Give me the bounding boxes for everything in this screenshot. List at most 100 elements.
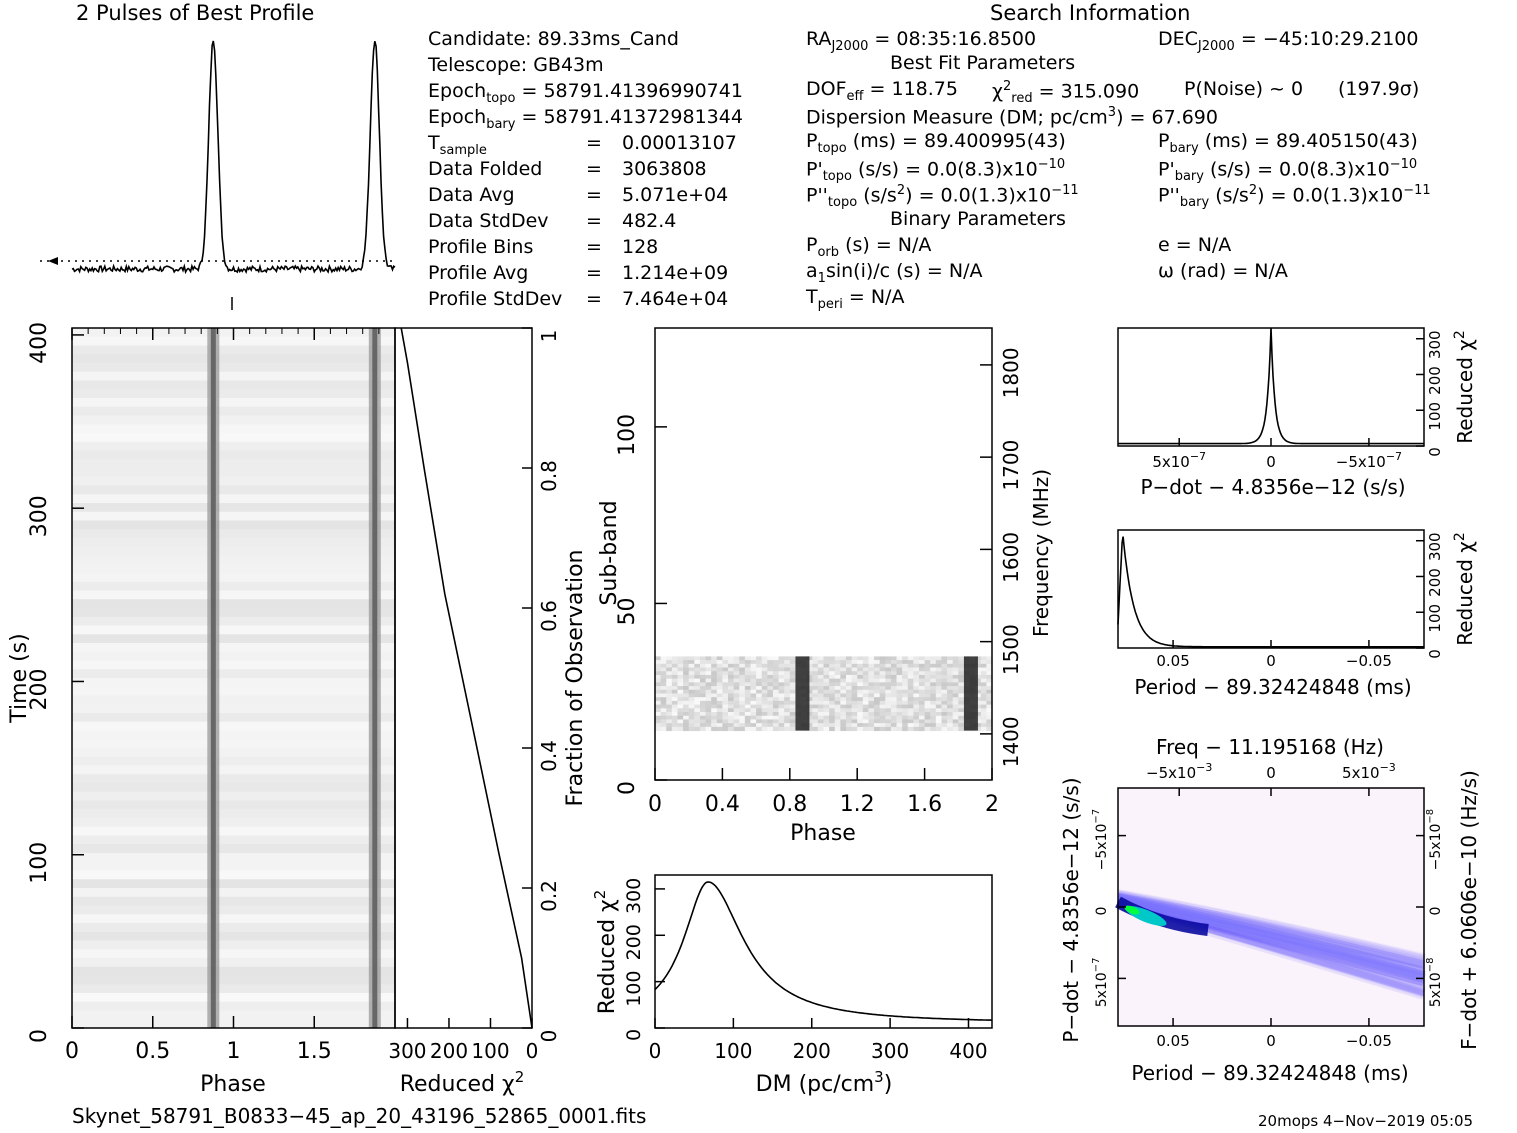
heat-cell [935, 708, 942, 713]
heat-cell [677, 693, 684, 698]
heat-cell [857, 719, 864, 724]
heat-cell [941, 700, 948, 706]
x-tick-label: 0 [648, 792, 662, 817]
heat-cell [958, 656, 965, 661]
timestamp: 20mops 4−Nov−2019 05:05 [1258, 1112, 1474, 1130]
profile-bins-eq: = [586, 236, 602, 258]
heat-cell [716, 682, 723, 687]
heat-cell [699, 700, 707, 706]
heat-cell [829, 715, 836, 720]
y-tick-label: 200 [1426, 568, 1444, 597]
heat-cell [829, 682, 836, 687]
heat-cell [789, 667, 796, 672]
heat-cell [913, 704, 920, 709]
heat-cell [980, 663, 987, 669]
heat-cell [655, 704, 662, 709]
heat-cell [778, 689, 785, 694]
heat-cell [812, 674, 819, 680]
heat-cell [761, 674, 768, 680]
heat-cell [829, 667, 836, 672]
heat-cell [868, 726, 875, 732]
heat-cell [699, 708, 707, 713]
heat-cell [829, 689, 836, 694]
y2-axis-label: Fraction of Observation [563, 550, 588, 807]
heat-cell [980, 704, 987, 709]
heat-cell [772, 708, 780, 713]
heat-cell [806, 682, 813, 687]
heat-cell [975, 693, 982, 698]
heat-cell [761, 715, 768, 720]
heat-cell [772, 674, 780, 680]
heat-cell [857, 704, 864, 709]
heat-row [72, 459, 395, 469]
heat-cell [935, 671, 942, 676]
heat-cell [722, 693, 729, 698]
heat-cell [980, 726, 987, 732]
heat-cell [834, 667, 841, 672]
heat-cell [694, 671, 701, 676]
heat-cell [750, 689, 757, 694]
heat-cell [986, 689, 993, 694]
heat-cell [829, 697, 836, 702]
x-tick-label: −5x10−7 [1336, 450, 1402, 471]
heat-cell [924, 715, 931, 720]
heat-cell [772, 704, 780, 709]
heat-row [72, 888, 395, 898]
heat-cell [868, 689, 875, 694]
heat-cell [750, 723, 757, 728]
heat-cell [739, 689, 746, 694]
heat-cell [851, 723, 858, 728]
heat-cell [890, 689, 898, 694]
x-tick-label: 400 [949, 1039, 987, 1063]
heat-cell [789, 671, 796, 676]
candidate-info: Candidate: 89.33ms_Cand Telescope: GB43m… [428, 30, 798, 310]
heat-cell [806, 686, 813, 691]
heat-cell [761, 678, 768, 683]
heat-cell [868, 712, 875, 717]
heat-cell [874, 712, 881, 717]
heat-cell [874, 693, 881, 698]
heat-cell [772, 671, 780, 676]
heat-cell [834, 726, 841, 732]
heat-cell [716, 660, 723, 665]
map-streak [1116, 893, 1426, 981]
heat-cell [728, 712, 735, 717]
heat-cell [907, 671, 914, 676]
dm-panel: 0 100 200 300 400 0 100 200 300 DM (pc/cm3) Reduce… [591, 874, 993, 1097]
heat-cell [722, 663, 729, 669]
heat-cell [845, 697, 853, 702]
heat-cell [778, 674, 785, 680]
heat-cell [874, 686, 881, 691]
heat-cell [918, 678, 926, 683]
heat-cell [722, 719, 729, 724]
y-tick-label: 0 [27, 1029, 52, 1043]
heat-cell [918, 674, 926, 680]
heat-cell [874, 663, 881, 669]
heat-cell [902, 719, 909, 724]
heat-cell [823, 686, 830, 691]
heat-cell [862, 723, 869, 728]
heat-cell [845, 667, 853, 672]
heat-cell [980, 660, 987, 665]
heat-cell [907, 660, 914, 665]
heat-cell [784, 660, 791, 665]
heat-cell [772, 715, 780, 720]
heat-cell [761, 712, 768, 717]
heat-cell [716, 719, 723, 724]
heat-cell [913, 693, 920, 698]
heat-cell [930, 700, 937, 706]
heat-row [72, 389, 395, 399]
heat-cell [817, 671, 824, 676]
profile-title: 2 Pulses of Best Profile [76, 1, 315, 25]
heat-cell [975, 689, 982, 694]
heat-cell [834, 719, 841, 724]
a1-row: a1sin(i)/c (s) = N/A [806, 260, 983, 286]
heat-cell [655, 697, 662, 702]
y-tick-label: 0 [615, 781, 640, 795]
heat-cell [683, 704, 690, 709]
heat-cell [913, 712, 920, 717]
heat-cell [890, 700, 898, 706]
x-axis-label: Phase [200, 1072, 266, 1097]
binary-title: Binary Parameters [890, 208, 1066, 230]
